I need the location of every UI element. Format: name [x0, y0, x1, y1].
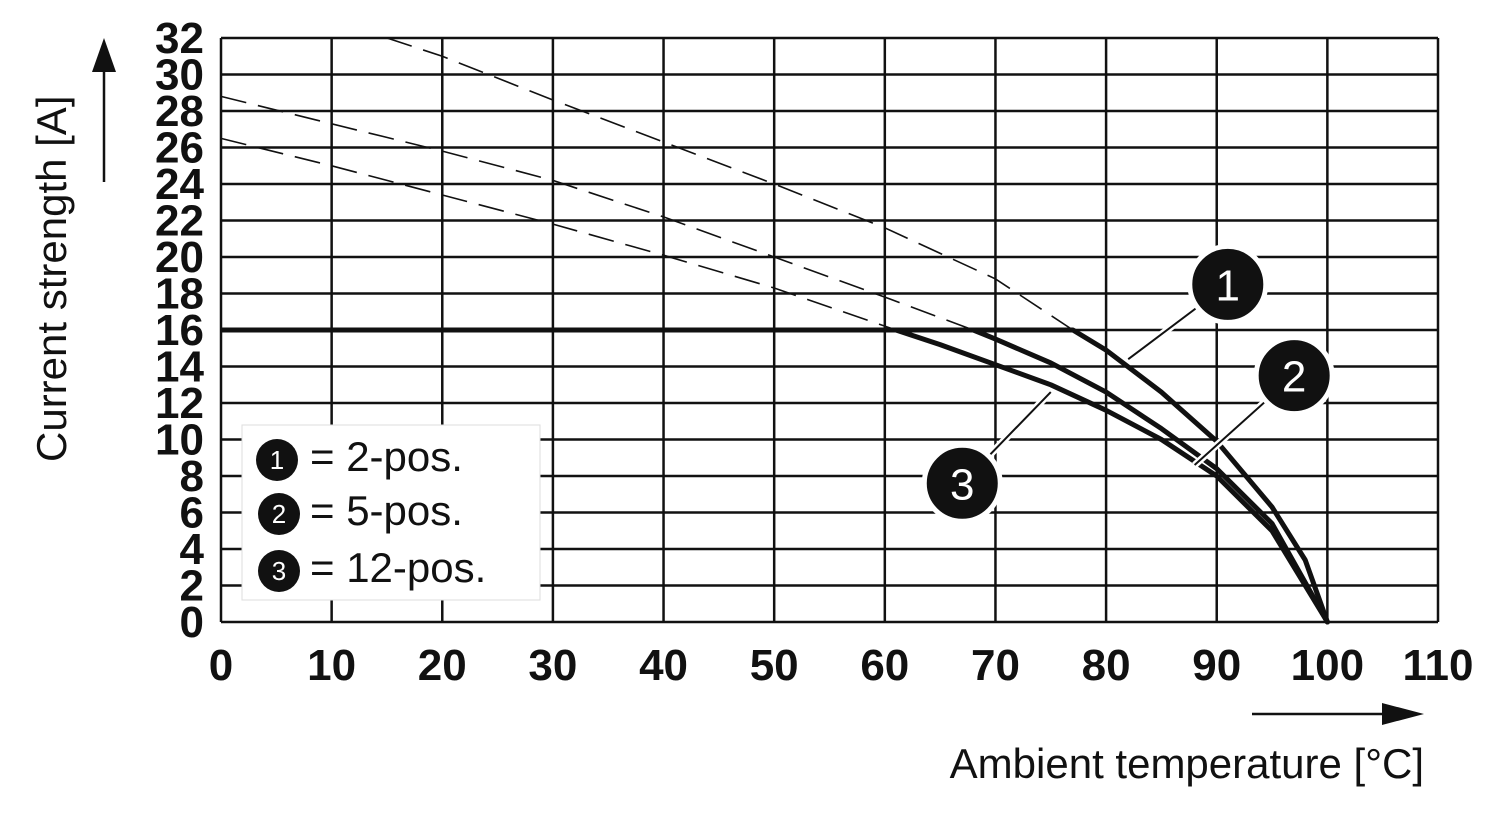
x-tick-label-0: 0 [209, 641, 233, 690]
y-tick-label-6: 6 [180, 489, 204, 538]
y-tick-label-32: 32 [155, 14, 204, 63]
x-tick-label-20: 20 [418, 641, 467, 690]
legend-item-2-text: = 5-pos. [310, 487, 463, 534]
y-tick-label-10: 10 [155, 416, 204, 465]
series-1-dashed-curve [386, 37, 1074, 331]
series-2-solid-curve [970, 327, 1330, 625]
callout-2-label: 2 [1282, 353, 1306, 402]
series-2-dashed-curve [220, 95, 974, 331]
legend-marker-1-label: 1 [270, 445, 284, 475]
x-tick-label-110: 110 [1403, 641, 1474, 690]
legend-marker-2-label: 2 [272, 499, 286, 529]
x-tick-label-100: 100 [1291, 641, 1364, 690]
y-tick-label-24: 24 [155, 160, 204, 209]
dashed-curves [220, 37, 1074, 331]
y-tick-label-22: 22 [155, 197, 204, 246]
legend-item-1: 1 = 2-pos. [256, 433, 463, 481]
series-3-dashed-curve [220, 137, 897, 331]
y-tick-label-14: 14 [155, 343, 204, 392]
series-3-solid-curve [893, 327, 1330, 625]
x-tick-labels: 0 10 20 30 40 50 60 70 80 90 100 110 [209, 641, 1474, 690]
y-tick-label-20: 20 [155, 233, 204, 282]
legend-marker-3 [258, 550, 300, 592]
x-tick-label-70: 70 [971, 641, 1020, 690]
x-tick-label-10: 10 [307, 641, 356, 690]
x-axis-title-group: Ambient temperature [°C] [950, 703, 1424, 787]
x-axis-title: Ambient temperature [°C] [950, 740, 1424, 787]
callout-1-label: 1 [1216, 261, 1240, 310]
legend-item-2: 2 = 5-pos. [258, 487, 463, 535]
legend-marker-1 [256, 439, 298, 481]
callout-3-badge [921, 442, 1003, 524]
x-tick-label-50: 50 [750, 641, 799, 690]
y-tick-label-4: 4 [180, 525, 205, 574]
callout-1-badge [1187, 243, 1269, 325]
y-tick-label-16: 16 [155, 306, 204, 355]
y-tick-label-30: 30 [155, 51, 204, 100]
y-tick-label-8: 8 [180, 452, 204, 501]
legend-marker-2 [258, 493, 300, 535]
x-axis-arrow-head [1382, 703, 1424, 725]
x-tick-label-40: 40 [639, 641, 688, 690]
y-tick-label-12: 12 [155, 379, 204, 428]
y-tick-label-26: 26 [155, 124, 204, 173]
y-axis-title: Current strength [A] [28, 96, 75, 463]
callout-2-badge [1253, 335, 1335, 417]
y-tick-label-2: 2 [180, 562, 204, 611]
x-tick-label-60: 60 [860, 641, 909, 690]
legend-item-3: 3 = 12-pos. [258, 544, 486, 592]
x-tick-label-80: 80 [1082, 641, 1131, 690]
y-tick-label-18: 18 [155, 270, 204, 319]
y-tick-label-0: 0 [180, 598, 204, 647]
callout-3-label: 3 [950, 460, 974, 509]
legend: 1 = 2-pos. 2 = 5-pos. 3 = 12-pos. [241, 424, 541, 601]
legend-marker-3-label: 3 [272, 556, 286, 586]
legend-item-3-text: = 12-pos. [310, 544, 486, 591]
legend-item-1-text: = 2-pos. [310, 433, 463, 480]
y-axis-arrow-head [92, 38, 116, 72]
x-tick-label-90: 90 [1192, 641, 1241, 690]
curve-callouts: 12 3 [921, 243, 1335, 524]
y-axis-title-group: Current strength [A] [28, 38, 116, 462]
y-tick-label-28: 28 [155, 87, 204, 136]
x-tick-label-30: 30 [528, 641, 577, 690]
